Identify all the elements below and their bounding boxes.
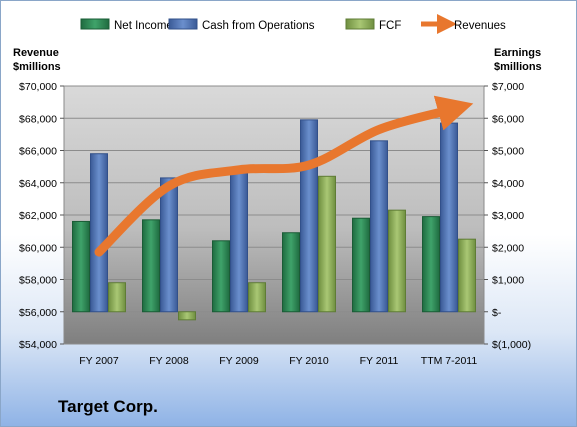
right-axis-title-line1: Earnings — [494, 47, 542, 59]
fcf-bar — [458, 238, 476, 313]
net-income-bar — [142, 219, 160, 313]
x-tick-label: FY 2010 — [289, 355, 329, 367]
legend-label: FCF — [379, 20, 401, 32]
legend-label: Revenues — [454, 20, 506, 32]
legend-label: Net Income — [114, 20, 173, 32]
left-tick-label: $60,000 — [19, 242, 57, 254]
left-tick-label: $68,000 — [19, 113, 57, 125]
left-axis-title-line2: $millions — [13, 61, 61, 73]
cash-from-operations-bar — [440, 122, 458, 313]
x-tick-label: FY 2008 — [149, 355, 189, 367]
left-tick-label: $54,000 — [19, 339, 57, 351]
left-tick-label: $64,000 — [19, 178, 57, 190]
left-axis-ticks: $54,000 $56,000 $58,000 $60,000 $62,000 $64,0… — [19, 81, 64, 351]
legend-label: Cash from Operations — [202, 20, 315, 32]
right-axis-title-line2: $millions — [494, 61, 542, 73]
cash-from-operations-bar — [370, 140, 388, 313]
left-tick-label: $70,000 — [19, 81, 57, 93]
legend-revenues: Revenues — [421, 14, 506, 34]
right-tick-label: $4,000 — [492, 178, 524, 190]
company-name: Target Corp. — [58, 397, 158, 416]
fcf-bar — [108, 282, 126, 313]
left-axis-title-line1: Revenue — [13, 47, 59, 59]
fcf-bar — [178, 311, 196, 321]
legend-swatch — [168, 18, 198, 30]
cash-from-operations-bar — [90, 153, 108, 313]
net-income-bar — [72, 220, 90, 313]
x-tick-label: FY 2009 — [219, 355, 259, 367]
left-axis-title: Revenue $millions — [13, 46, 61, 74]
left-tick-label: $66,000 — [19, 146, 57, 158]
net-income-bar — [422, 216, 440, 313]
cash-from-operations-bar — [230, 167, 248, 313]
right-axis-ticks: $(1,000) $- $1,000 $2,000 $3,000 $4,000 $5,000… — [484, 81, 531, 351]
net-income-bar — [212, 240, 230, 313]
legend-swatch — [80, 18, 110, 30]
cash-from-operations-bar — [300, 119, 318, 313]
right-tick-label: $- — [492, 307, 502, 319]
x-axis-labels: FY 2007 FY 2008 FY 2009 FY 2010 FY 2011 TTM 7… — [79, 355, 477, 367]
cash-from-operations-bar — [160, 177, 178, 313]
right-tick-label: $6,000 — [492, 113, 524, 125]
gridlines — [64, 85, 484, 345]
fcf-bar — [388, 209, 406, 313]
right-tick-label: $3,000 — [492, 210, 524, 222]
fcf-bar — [248, 282, 266, 313]
left-tick-label: $62,000 — [19, 210, 57, 222]
legend-cash-from-operations: Cash from Operations — [168, 18, 315, 32]
right-tick-label: $5,000 — [492, 146, 524, 158]
legend: Net Income Cash from Operations FCF Revenue… — [80, 14, 506, 34]
revenue-line-layer — [94, 95, 474, 257]
left-tick-label: $56,000 — [19, 307, 57, 319]
legend-net-income: Net Income — [80, 18, 173, 32]
net-income-bar — [352, 217, 370, 313]
left-tick-label: $58,000 — [19, 275, 57, 287]
right-axis-title: Earnings $millions — [494, 46, 542, 74]
fcf-bar — [318, 175, 336, 313]
revenue-line — [94, 95, 474, 257]
right-tick-label: $2,000 — [492, 242, 524, 254]
x-tick-label: TTM 7-2011 — [421, 355, 478, 367]
right-tick-label: $(1,000) — [492, 339, 531, 351]
right-tick-label: $7,000 — [492, 81, 524, 93]
x-tick-label: FY 2011 — [360, 355, 399, 367]
net-income-bar — [282, 232, 300, 313]
legend-fcf: FCF — [345, 18, 401, 32]
legend-swatch — [345, 18, 375, 30]
right-tick-label: $1,000 — [492, 275, 524, 287]
x-tick-label: FY 2007 — [79, 355, 119, 367]
